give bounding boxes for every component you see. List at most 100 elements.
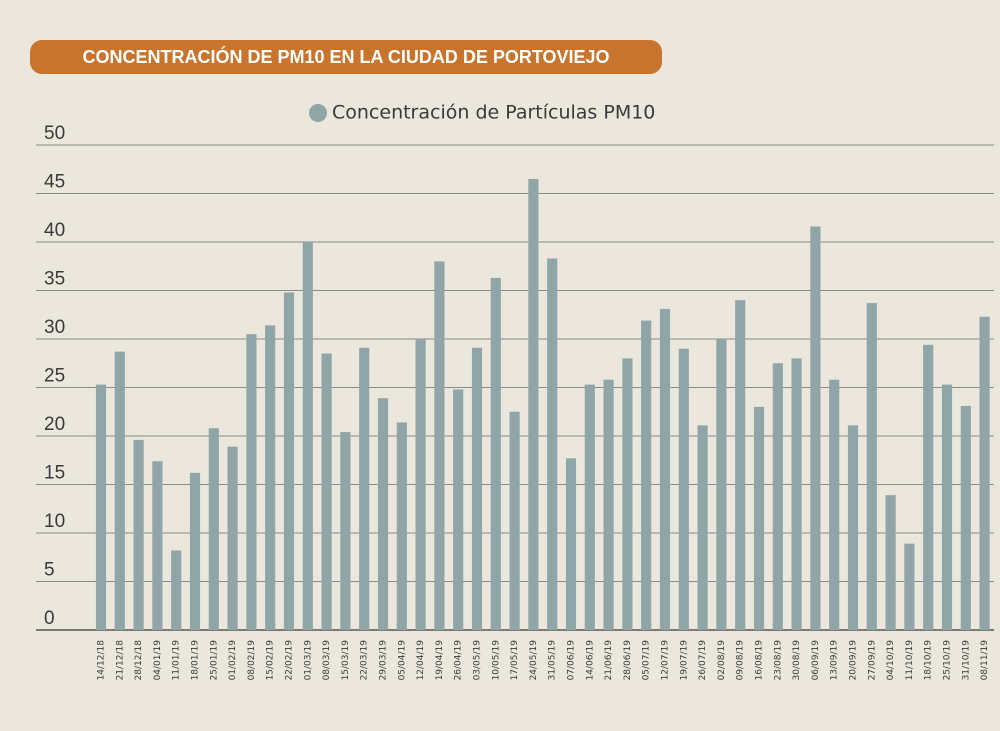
x-tick-label: 19/04/19 xyxy=(435,640,445,681)
x-tick-label: 10/05/19 xyxy=(491,640,501,681)
bar xyxy=(904,543,915,630)
bar xyxy=(377,398,389,630)
x-tick-label: 28/12/18 xyxy=(134,640,144,681)
x-tick-label: 12/07/19 xyxy=(661,640,671,681)
x-tick-label: 19/07/19 xyxy=(679,640,689,681)
x-tick-label: 18/10/19 xyxy=(924,640,934,681)
x-tick-label: 29/03/19 xyxy=(379,640,389,681)
bar xyxy=(753,406,765,630)
x-tick-label: 04/01/19 xyxy=(153,640,163,681)
y-tick-label: 25 xyxy=(44,366,65,387)
x-tick-label: 09/08/19 xyxy=(736,640,746,681)
x-tick-label: 14/12/18 xyxy=(97,640,107,681)
x-tick-label: 31/10/19 xyxy=(961,640,971,681)
y-tick-label: 40 xyxy=(44,220,65,241)
x-tick-label: 26/07/19 xyxy=(698,640,708,681)
x-tick-label: 15/02/19 xyxy=(266,640,276,681)
x-tick-label: 05/04/19 xyxy=(397,640,407,681)
x-tick-label: 08/02/19 xyxy=(247,640,257,681)
bar xyxy=(641,320,652,630)
x-tick-label: 22/03/19 xyxy=(360,640,370,681)
x-tick-label: 27/09/19 xyxy=(867,640,877,681)
x-tick-label: 30/08/19 xyxy=(792,640,802,681)
bar xyxy=(847,425,859,630)
bar xyxy=(208,428,219,630)
x-tick-label: 08/03/19 xyxy=(322,640,332,681)
x-tick-label: 14/06/19 xyxy=(585,640,595,681)
x-tick-label: 18/01/19 xyxy=(191,640,201,681)
bar xyxy=(227,446,238,630)
bar xyxy=(359,347,370,630)
x-tick-label: 17/05/19 xyxy=(510,640,520,681)
bar xyxy=(565,458,577,630)
bar xyxy=(941,384,953,630)
bar xyxy=(622,358,633,630)
bar xyxy=(340,432,351,630)
bar xyxy=(866,303,877,630)
x-tick-label: 22/02/19 xyxy=(285,640,295,681)
bar xyxy=(114,351,125,630)
y-tick-label: 35 xyxy=(44,269,65,290)
bar xyxy=(791,358,802,630)
x-tick-label: 02/08/19 xyxy=(717,640,727,681)
bar xyxy=(772,363,783,630)
bar xyxy=(471,347,483,630)
x-tick-label: 24/05/19 xyxy=(529,640,539,681)
bar xyxy=(603,379,614,630)
bar xyxy=(678,348,689,630)
bar xyxy=(152,461,163,630)
y-tick-label: 50 xyxy=(44,123,65,144)
x-tick-label: 25/10/19 xyxy=(943,640,953,681)
y-tick-label: 30 xyxy=(44,317,65,338)
bar xyxy=(697,425,708,630)
legend-label: Concentración de Partículas PM10 xyxy=(332,102,655,124)
y-tick-label: 20 xyxy=(44,414,65,435)
x-tick-label: 15/03/19 xyxy=(341,640,351,681)
x-tick-label: 08/11/19 xyxy=(980,640,990,681)
x-tick-label: 05/07/19 xyxy=(642,640,652,681)
bar xyxy=(509,411,520,630)
chart-title: CONCENTRACIÓN DE PM10 EN LA CIUDAD DE PO… xyxy=(82,46,609,67)
bar xyxy=(434,261,445,630)
x-tick-label: 11/10/19 xyxy=(905,640,915,681)
bar xyxy=(584,384,595,630)
bar xyxy=(528,178,539,630)
bar xyxy=(979,316,990,630)
x-tick-label: 04/10/19 xyxy=(886,640,896,681)
x-tick-label: 21/12/18 xyxy=(115,640,125,681)
x-tick-label: 07/06/19 xyxy=(567,640,577,681)
x-tick-label: 23/08/19 xyxy=(773,640,783,681)
y-tick-label: 10 xyxy=(44,511,65,532)
bar xyxy=(189,472,201,630)
x-tick-label: 13/09/19 xyxy=(830,640,840,681)
x-tick-label: 31/05/19 xyxy=(548,640,558,681)
bar xyxy=(265,325,276,630)
bar xyxy=(810,226,821,631)
y-tick-label: 5 xyxy=(44,560,55,581)
x-tick-label: 12/04/19 xyxy=(416,640,426,681)
bar xyxy=(302,242,313,630)
bar xyxy=(396,422,407,630)
y-tick-label: 15 xyxy=(44,463,65,484)
bar xyxy=(133,439,144,630)
bar xyxy=(735,300,746,630)
bar xyxy=(415,339,426,630)
title-badge xyxy=(30,40,662,74)
bar xyxy=(960,405,971,630)
bar xyxy=(490,277,501,630)
bar xyxy=(829,379,840,630)
bar xyxy=(95,384,107,630)
bar xyxy=(246,334,257,630)
y-tick-label: 0 xyxy=(44,608,55,629)
x-tick-label: 11/01/19 xyxy=(172,640,182,681)
x-tick-label: 06/09/19 xyxy=(811,640,821,681)
y-tick-label: 45 xyxy=(44,172,65,193)
bar xyxy=(171,550,182,630)
legend-marker xyxy=(309,104,327,122)
bar xyxy=(923,344,934,630)
x-tick-label: 28/06/19 xyxy=(623,640,633,681)
x-tick-label: 01/02/19 xyxy=(228,640,238,681)
x-tick-label: 20/09/19 xyxy=(849,640,859,681)
